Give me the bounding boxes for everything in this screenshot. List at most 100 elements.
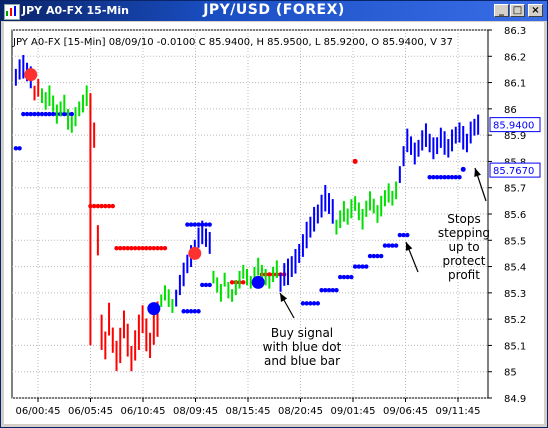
y-tick-label: 85.5 (504, 236, 526, 247)
stop-dot (341, 274, 347, 280)
minimize-button[interactable]: _ (494, 4, 509, 17)
window-title: JPY A0-FX 15-Min (22, 4, 129, 17)
stop-dot (24, 111, 30, 117)
y-tick-label: 85.6 (504, 210, 526, 221)
stop-dot (442, 175, 447, 180)
y-tick-label: 86 (504, 105, 517, 116)
stop-dot (345, 274, 350, 280)
stops-annotation-line-3: up to (448, 240, 480, 254)
stop-dot (397, 232, 403, 238)
stop-dot (449, 175, 455, 180)
stop-dot (434, 175, 440, 180)
stop-dot (136, 245, 142, 251)
stop-dot (125, 245, 130, 251)
buy-annotation-line-1: Buy signal (270, 326, 334, 340)
stop-dot (28, 111, 33, 117)
buy-annotation-line-3: and blue bar (263, 354, 341, 368)
stop-dot (338, 274, 343, 280)
stop-dot (13, 146, 19, 151)
maximize-button[interactable]: □ (510, 4, 525, 17)
stop-dot (371, 253, 376, 259)
y-tick-label: 85.4 (504, 263, 526, 274)
y-tick-label: 86.2 (504, 52, 526, 63)
stop-dot (62, 111, 67, 117)
stop-dot (185, 222, 190, 227)
stop-dot (356, 264, 362, 269)
stop-dot (360, 264, 365, 269)
y-tick-label: 86.3 (504, 26, 526, 37)
stop-dot (349, 274, 354, 280)
y-tick-label: 85.1 (504, 341, 526, 352)
stop-dot (185, 309, 190, 314)
stop-dot (114, 245, 119, 251)
signal-dot (147, 302, 161, 316)
y-tick-label: 85.7 (504, 184, 526, 195)
stop-dot (382, 243, 388, 248)
stop-dot (192, 222, 198, 227)
stop-dot (181, 309, 186, 314)
stop-dot (192, 309, 198, 314)
stop-dot (352, 264, 358, 269)
stops-annotation: Stops stepping up to protect profit (430, 212, 498, 282)
stops-annotation-line-4: protect (442, 254, 486, 268)
stop-dot (140, 245, 145, 251)
stop-dot (95, 203, 101, 209)
y-tick-label: 85.3 (504, 289, 526, 300)
stop-dot (203, 282, 209, 288)
x-tick-label: 06/00:45 (16, 406, 61, 417)
stop-dot (326, 288, 332, 293)
stop-dot (352, 158, 358, 164)
chart-app-icon (4, 4, 20, 20)
stop-dot (241, 280, 246, 285)
stop-dot (39, 111, 45, 117)
stop-dot (155, 245, 160, 251)
stop-dot (32, 111, 37, 117)
stop-dot (315, 301, 321, 306)
stop-dot (267, 272, 272, 277)
stop-dot (330, 288, 335, 293)
stop-dot (106, 203, 112, 209)
stop-dot (103, 203, 108, 209)
stop-dot (147, 245, 153, 251)
y-tick-label: 84.9 (504, 394, 526, 405)
x-tick-label: 09/01:45 (331, 406, 376, 417)
x-tick-label: 09/06:45 (383, 406, 428, 417)
stop-dot (431, 175, 436, 180)
stop-dot (21, 111, 26, 117)
stop-dot (379, 253, 384, 259)
x-tick-label: 09/11:45 (436, 406, 481, 417)
stop-dot (43, 111, 48, 117)
stop-dot (207, 222, 212, 227)
stop-dot (334, 288, 339, 293)
stop-dot (390, 243, 395, 248)
stops-annotation-line-1: Stops (447, 212, 481, 226)
stop-dot (207, 282, 212, 288)
y-tick-label: 85.2 (504, 315, 526, 326)
close-button[interactable]: × (528, 4, 543, 17)
stop-dot (319, 288, 324, 293)
y-tick-label: 86.1 (504, 79, 526, 90)
chart-canvas[interactable] (4, 22, 544, 424)
stop-dot (121, 245, 127, 251)
stops-annotation-line-2: stepping (437, 226, 491, 240)
stop-dot (375, 253, 380, 259)
stop-dot (453, 175, 458, 180)
signal-dot (188, 246, 202, 260)
price-tag-box (489, 117, 541, 133)
stop-dot (144, 245, 149, 251)
stop-dot (196, 309, 201, 314)
stop-dot (17, 146, 22, 151)
stop-dot (457, 175, 462, 180)
stop-dot (132, 245, 138, 251)
stop-dot (159, 245, 164, 251)
stop-dot (393, 243, 399, 248)
stop-dot (129, 245, 134, 251)
stop-arrow-right-head (474, 168, 481, 177)
x-tick-label: 08/20:45 (278, 406, 323, 417)
stop-dot (110, 203, 115, 209)
y-tick-label: 85.9 (504, 131, 526, 142)
stop-dot (311, 301, 317, 306)
stop-dot (118, 245, 123, 251)
stop-dot (188, 309, 194, 314)
